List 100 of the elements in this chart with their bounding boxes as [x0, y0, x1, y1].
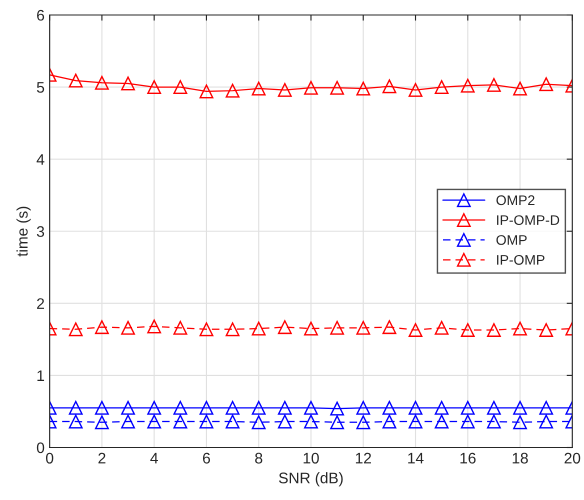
point — [382, 320, 396, 334]
point — [147, 319, 162, 334]
legend-label: OMP2 — [496, 195, 534, 206]
point — [94, 76, 109, 90]
legend-label: IP-OMP-D — [497, 215, 560, 226]
x-tick-label: 0 — [46, 452, 54, 464]
point — [330, 320, 344, 335]
point — [486, 78, 501, 92]
point — [486, 414, 501, 428]
point — [486, 323, 501, 337]
point — [173, 320, 188, 335]
x-tick-label: 12 — [356, 452, 371, 464]
point — [539, 323, 554, 337]
point — [513, 415, 527, 430]
point — [200, 84, 214, 98]
point — [408, 414, 422, 428]
point — [200, 414, 214, 428]
y-tick-label: 1 — [37, 370, 44, 381]
y-tick-label: 6 — [37, 10, 44, 21]
point — [460, 78, 475, 93]
point — [460, 323, 475, 337]
x-axis-title: SNR (dB) — [278, 472, 343, 486]
point — [121, 320, 135, 335]
point — [513, 322, 527, 336]
legend-label: IP-OMP — [497, 254, 544, 265]
point — [304, 322, 318, 336]
x-tick-label: 6 — [202, 452, 210, 464]
point — [121, 414, 135, 428]
point — [304, 414, 318, 428]
point — [173, 400, 188, 415]
point — [278, 400, 292, 415]
point — [252, 415, 266, 430]
x-tick-label: 18 — [512, 452, 528, 464]
point — [226, 414, 240, 428]
point — [200, 322, 214, 336]
point — [147, 414, 162, 428]
point — [94, 415, 109, 430]
point — [356, 415, 370, 430]
point — [356, 82, 370, 96]
point — [513, 400, 527, 415]
point — [147, 400, 162, 415]
point — [173, 414, 188, 428]
point — [513, 82, 527, 96]
point — [173, 80, 188, 94]
x-tick-label: 14 — [408, 452, 424, 464]
y-tick-label: 4 — [36, 154, 44, 165]
y-tick-label: 0 — [36, 442, 44, 454]
point — [434, 400, 449, 415]
point — [382, 79, 396, 94]
point — [278, 320, 292, 334]
point — [278, 414, 292, 428]
point — [408, 400, 422, 415]
point — [68, 400, 83, 415]
point — [68, 414, 83, 428]
point — [304, 80, 318, 95]
point — [278, 83, 292, 97]
legend-label: OMP — [496, 235, 527, 245]
point — [382, 414, 396, 428]
x-tick-label: 16 — [460, 452, 476, 464]
x-tick-label: 2 — [98, 452, 106, 464]
point — [356, 400, 370, 415]
point — [121, 400, 135, 415]
point — [408, 83, 422, 97]
point — [226, 84, 240, 98]
point — [252, 82, 266, 96]
y-tick-label: 2 — [37, 298, 44, 309]
point — [200, 400, 214, 415]
point — [121, 76, 135, 90]
point — [382, 400, 396, 415]
point — [252, 322, 266, 336]
point — [226, 322, 240, 336]
point — [330, 402, 344, 416]
y-tick-label: 3 — [36, 226, 44, 237]
point — [330, 80, 344, 95]
x-tick-label: 20 — [564, 452, 580, 464]
point — [539, 400, 554, 415]
point — [356, 320, 370, 335]
point — [434, 320, 449, 335]
y-tick-label: 5 — [36, 82, 44, 93]
point — [252, 400, 266, 415]
point — [460, 400, 475, 415]
point — [539, 77, 554, 92]
x-tick-label: 4 — [150, 452, 158, 464]
point — [68, 74, 83, 88]
x-tick-label: 8 — [255, 452, 262, 464]
point — [330, 415, 344, 430]
point — [147, 80, 162, 94]
point — [94, 400, 109, 415]
y-axis-title: time (s) — [16, 206, 31, 256]
point — [226, 400, 240, 415]
point — [304, 400, 318, 415]
x-tick-label: 10 — [304, 452, 319, 464]
point — [486, 400, 501, 415]
point — [408, 323, 422, 337]
point — [460, 414, 475, 428]
point — [68, 322, 83, 336]
point — [539, 414, 554, 428]
point — [434, 80, 449, 94]
point — [434, 414, 449, 428]
point — [94, 320, 109, 334]
